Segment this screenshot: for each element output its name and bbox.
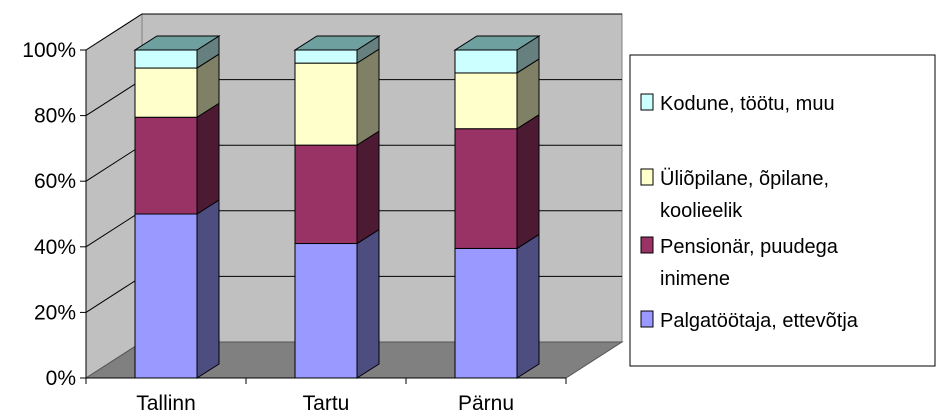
legend-label: Pensionär, puudega xyxy=(660,236,839,258)
legend-swatch xyxy=(640,168,654,186)
legend-swatch xyxy=(640,93,654,111)
legend-swatch xyxy=(640,310,654,328)
bar-front xyxy=(454,247,518,379)
bar-front xyxy=(294,144,358,245)
bar-front xyxy=(454,128,518,249)
bar-front xyxy=(134,49,198,69)
bar-side xyxy=(516,113,540,250)
bar-side xyxy=(196,102,220,215)
y-tick-label: 100% xyxy=(22,39,76,62)
category-label: Tartu xyxy=(303,392,350,415)
bar-front xyxy=(454,72,518,130)
bar-side xyxy=(356,130,380,245)
bar-front xyxy=(294,62,358,146)
bar-top xyxy=(293,35,381,51)
bar-front xyxy=(294,49,358,64)
legend-label: inimene xyxy=(660,268,730,290)
gridline xyxy=(85,13,622,51)
bar-top xyxy=(133,35,221,51)
legend-label: Kodune, töötu, muu xyxy=(660,93,835,115)
bar-side xyxy=(516,233,540,379)
legend-box xyxy=(629,54,936,367)
y-tick-label: 60% xyxy=(34,170,76,193)
legend-label: Üliõpilane, õpilane, xyxy=(660,168,829,190)
bar-front xyxy=(454,49,518,74)
y-tick-label: 40% xyxy=(34,236,76,259)
bar-front xyxy=(294,243,358,379)
y-tick-label: 80% xyxy=(34,105,76,128)
bar-front xyxy=(134,116,198,215)
legend-label: koolieelik xyxy=(660,200,743,222)
y-tick-label: 0% xyxy=(46,367,76,390)
category-label: Tallinn xyxy=(136,392,196,415)
bar-top xyxy=(453,35,541,51)
category-label: Pärnu xyxy=(458,392,514,415)
bar-side xyxy=(356,228,380,379)
bar-front xyxy=(134,67,198,118)
side-wall xyxy=(85,13,143,379)
legend-label: Palgatöötaja, ettevõtja xyxy=(660,310,859,332)
bar-side xyxy=(356,48,380,147)
legend-swatch xyxy=(640,236,654,254)
y-tick-label: 20% xyxy=(34,301,76,324)
bar-side xyxy=(196,199,220,379)
bar-front xyxy=(134,213,198,379)
